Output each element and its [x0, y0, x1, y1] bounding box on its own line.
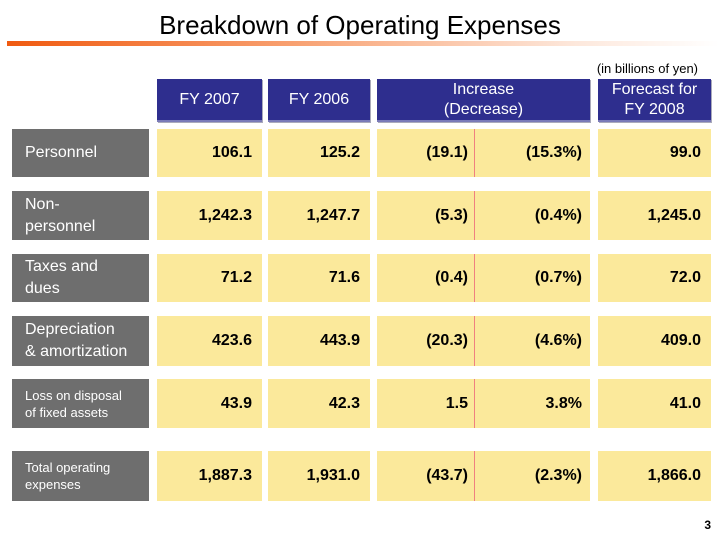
header-label: FY 2007 [179, 90, 240, 108]
cell-fy2007: 106.1 [157, 129, 262, 177]
row-label: Total operating expenses [12, 451, 149, 501]
increase-percent: (0.4%) [534, 206, 582, 224]
slide-title: Breakdown of Operating Expenses [159, 10, 561, 40]
row-label: Taxes and dues [12, 254, 149, 302]
cell-fy2006: 71.6 [268, 254, 370, 302]
row-label: Personnel [12, 129, 149, 177]
cell-increase: (43.7) (2.3%) [377, 451, 590, 501]
cell-fy2006: 125.2 [268, 129, 370, 177]
increase-percent: (2.3%) [534, 467, 582, 484]
increase-percent: (0.7%) [534, 269, 582, 286]
cell-increase: (19.1) (15.3%) [377, 129, 590, 177]
increase-amount: (0.4) [377, 254, 475, 302]
cell-forecast: 41.0 [598, 379, 711, 428]
increase-percent: (15.3%) [525, 144, 582, 161]
header-label: Forecast for [611, 80, 698, 98]
header-label: FY 2008 [624, 100, 685, 118]
cell-fy2007: 43.9 [157, 379, 262, 428]
cell-fy2007: 423.6 [157, 316, 262, 366]
cell-fy2007: 71.2 [157, 254, 262, 302]
cell-increase: (20.3) (4.6%) [377, 316, 590, 366]
increase-amount: (5.3) [377, 191, 475, 240]
row-label-text: Depreciation & amortization [25, 321, 128, 360]
cell-forecast: 409.0 [598, 316, 711, 366]
page-number: 3 [704, 518, 711, 532]
increase-amount: (20.3) [377, 316, 475, 366]
increase-amount: (19.1) [377, 129, 475, 177]
header-increase: Increase (Decrease) [377, 79, 590, 122]
cell-fy2007: 1,887.3 [157, 451, 262, 501]
unit-note: (in billions of yen) [596, 61, 698, 76]
increase-amount: 1.5 [377, 379, 475, 428]
row-label-text: Taxes and dues [25, 258, 98, 297]
cell-increase: 1.5 3.8% [377, 379, 590, 428]
cell-fy2006: 443.9 [268, 316, 370, 366]
header-fy2007: FY 2007 [157, 79, 262, 122]
cell-forecast: 1,866.0 [598, 451, 711, 501]
cell-forecast: 1,245.0 [598, 191, 711, 240]
cell-increase: (5.3) (0.4%) [377, 191, 590, 240]
row-label-text: Personnel [25, 144, 98, 161]
title-divider [7, 41, 719, 46]
cell-forecast: 99.0 [598, 129, 711, 177]
header-label: (Decrease) [443, 100, 524, 118]
cell-fy2006: 1,247.7 [268, 191, 370, 240]
increase-percent: 3.8% [545, 394, 582, 412]
cell-increase: (0.4) (0.7%) [377, 254, 590, 302]
row-label-text: Non- personnel [25, 195, 96, 235]
header-label: FY 2006 [288, 90, 350, 108]
row-label-text: Loss on disposal of fixed assets [25, 387, 122, 420]
increase-amount: (43.7) [377, 451, 475, 501]
header-forecast: Forecast for FY 2008 [598, 79, 711, 122]
increase-percent: (4.6%) [534, 332, 582, 349]
cell-forecast: 72.0 [598, 254, 711, 302]
row-label: Non- personnel [12, 191, 149, 240]
row-label: Loss on disposal of fixed assets [12, 379, 149, 428]
header-label: Increase [452, 80, 515, 98]
cell-fy2007: 1,242.3 [157, 191, 262, 240]
header-fy2006: FY 2006 [268, 79, 370, 122]
row-label: Depreciation & amortization [12, 316, 149, 366]
cell-fy2006: 1,931.0 [268, 451, 370, 501]
cell-fy2006: 42.3 [268, 379, 370, 428]
row-label-text: Total operating expenses [25, 460, 111, 492]
